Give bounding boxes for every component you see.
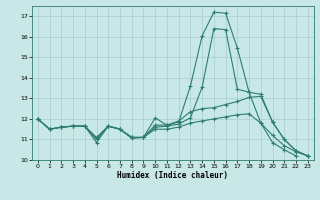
- X-axis label: Humidex (Indice chaleur): Humidex (Indice chaleur): [117, 171, 228, 180]
